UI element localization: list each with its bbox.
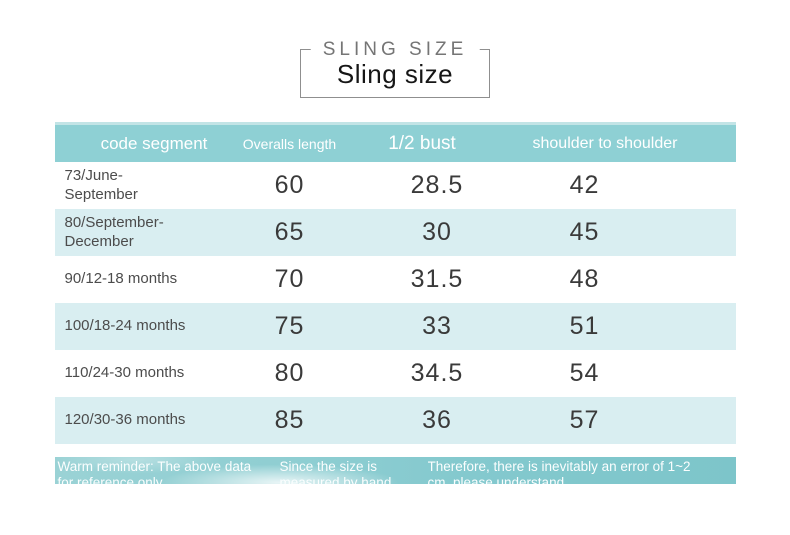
overalls-length-cell: 70 [274,265,305,293]
shoulder-cell: 42 [569,171,600,199]
table-row: 90/12-18 months 70 31.5 48 [54,256,736,303]
reminder-note-error: Therefore, there is inevitably an error … [427,459,691,484]
size-chart-page: SLING SIZE Sling size code segment Overa… [0,39,790,535]
code-segment-cell: 73/June- September [64,166,138,203]
page-title: Sling size [336,59,454,89]
overalls-length-cell: 85 [274,406,305,434]
table-row: 120/30-36 months 85 36 57 [54,397,736,444]
shoulder-cell: 45 [569,218,600,246]
title-eyebrow: SLING SIZE [310,39,480,60]
half-bust-cell: 31.5 [410,265,464,293]
reminder-note-reference: Warm reminder: The above data for refere… [57,459,252,484]
overalls-length-cell: 80 [274,359,305,387]
title-box: SLING SIZE Sling size [300,39,490,98]
shoulder-cell: 51 [569,312,600,340]
reminder-note-measured: Since the size is measured by hand [279,459,392,484]
code-segment-cell: 90/12-18 months [64,270,178,288]
shoulder-cell: 48 [569,265,600,293]
code-segment-cell: 100/18-24 months [64,317,186,335]
table-row: 110/24-30 months 80 34.5 54 [54,350,736,397]
half-bust-cell: 33 [422,312,452,340]
table-row: 100/18-24 months 75 33 51 [54,303,736,350]
overalls-length-cell: 75 [274,312,305,340]
column-header-half-bust: 1/2 bust [344,122,500,162]
code-segment-cell: 120/30-36 months [64,411,186,429]
table-row: 80/September- December 65 30 45 [54,209,736,256]
half-bust-cell: 36 [422,406,452,434]
reminder-bar: Warm reminder: The above data for refere… [54,457,736,484]
overalls-length-cell: 60 [274,171,305,199]
table-row: 73/June- September 60 28.5 42 [54,162,736,209]
half-bust-cell: 28.5 [410,171,464,199]
table-header-row: code segment Overalls length 1/2 bust sh… [54,122,736,162]
code-segment-cell: 80/September- December [64,213,164,250]
size-table: code segment Overalls length 1/2 bust sh… [54,122,736,444]
table-body: 73/June- September 60 28.5 42 80/Septemb… [54,162,736,444]
half-bust-cell: 34.5 [410,359,464,387]
code-segment-cell: 110/24-30 months [64,364,185,382]
overalls-length-cell: 65 [274,218,305,246]
shoulder-cell: 57 [569,406,600,434]
half-bust-cell: 30 [422,218,452,246]
column-header-overalls-length: Overalls length [234,122,345,162]
shoulder-cell: 54 [569,359,600,387]
column-header-code-segment: code segment [54,122,235,162]
column-header-shoulder-to-shoulder: shoulder to shoulder [499,122,736,162]
